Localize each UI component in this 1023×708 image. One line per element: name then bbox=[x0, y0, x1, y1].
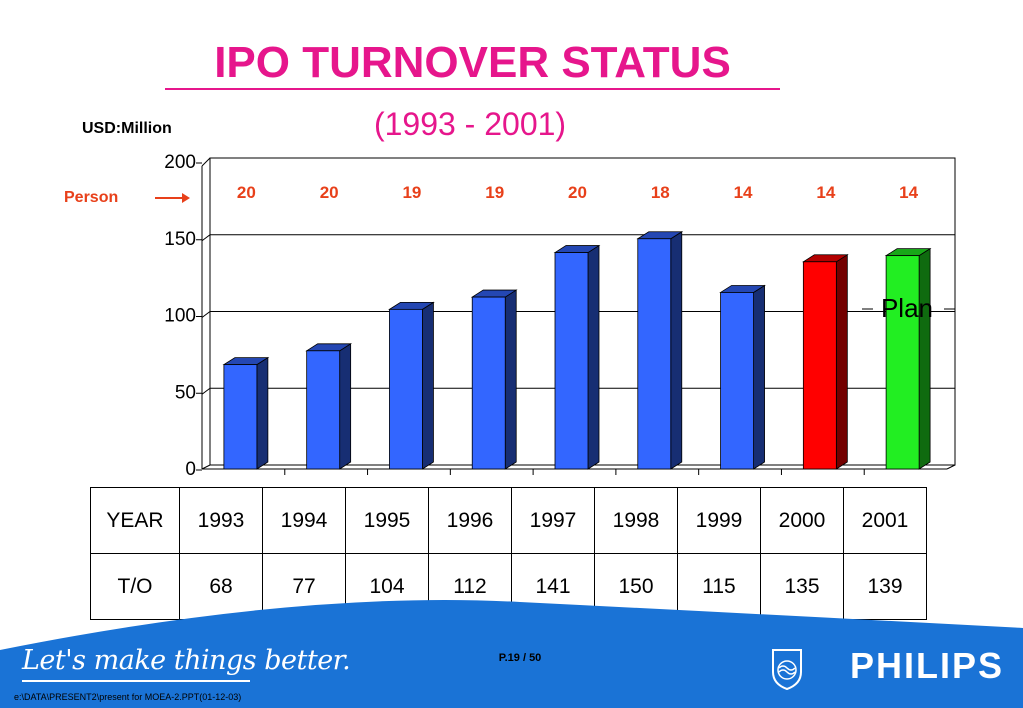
y-tick-label: 150 bbox=[164, 229, 196, 250]
to-header: T/O bbox=[90, 553, 180, 620]
to-cell: 139 bbox=[843, 553, 927, 620]
bar bbox=[389, 308, 423, 470]
y-tick-label: 200 bbox=[164, 152, 196, 173]
gridline-depth bbox=[201, 387, 211, 395]
bar-side bbox=[504, 289, 517, 470]
person-label: Person bbox=[64, 189, 119, 206]
year-cell: 1999 bbox=[677, 487, 761, 554]
person-count-label: 20 bbox=[320, 183, 339, 202]
depth-edge bbox=[201, 464, 211, 470]
y-tick-label: 100 bbox=[164, 306, 196, 327]
footer-band bbox=[0, 600, 1023, 708]
year-cell: 2000 bbox=[760, 487, 844, 554]
person-count-label: 14 bbox=[734, 183, 753, 202]
person-count-label: 14 bbox=[899, 183, 918, 202]
bar-side bbox=[587, 244, 600, 470]
year-cell: 1997 bbox=[511, 487, 595, 554]
year-cell: 1994 bbox=[262, 487, 346, 554]
year-cell: 1998 bbox=[594, 487, 678, 554]
person-count-label: 19 bbox=[485, 183, 504, 202]
person-count-label: 19 bbox=[402, 183, 421, 202]
unit-label: USD:Million bbox=[82, 120, 172, 137]
brand-wordmark: PHILIPS bbox=[850, 645, 1005, 686]
plan-annotation: Plan bbox=[881, 293, 933, 323]
bar bbox=[223, 364, 258, 470]
philips-shield-icon bbox=[772, 649, 802, 690]
table-row-year: YEAR 1993 1994 1995 1996 1997 1998 1999 … bbox=[90, 487, 927, 554]
slogan: Let's make things better. bbox=[22, 645, 351, 676]
gridline-depth bbox=[201, 311, 211, 318]
person-count-label: 20 bbox=[237, 183, 256, 202]
person-count-label: 18 bbox=[651, 183, 670, 202]
bar-side bbox=[835, 254, 848, 470]
bar-side bbox=[753, 284, 765, 470]
bar bbox=[637, 238, 672, 470]
bar-side bbox=[422, 301, 434, 470]
gridline-depth bbox=[201, 234, 211, 242]
slogan-underline bbox=[22, 680, 250, 682]
year-cell: 1995 bbox=[345, 487, 429, 554]
table-row-to: T/O 68 77 104 112 141 150 115 135 139 bbox=[90, 553, 927, 620]
to-cell: 135 bbox=[760, 553, 844, 620]
chart-subtitle: (1993 - 2001) bbox=[373, 106, 567, 142]
bar bbox=[720, 292, 754, 470]
arrow-right-icon bbox=[155, 193, 190, 203]
depth-edge bbox=[946, 464, 956, 470]
person-count-label: 20 bbox=[568, 183, 587, 202]
person-count-label: 14 bbox=[816, 183, 835, 202]
bar-side bbox=[918, 247, 931, 470]
to-cell: 115 bbox=[677, 553, 761, 620]
year-cell: 1993 bbox=[179, 487, 263, 554]
bar-chart: 0 50 100 150 200 20 20 19 19 20 18 14 14 14 Plan bbox=[164, 152, 956, 480]
year-cell: 2001 bbox=[843, 487, 927, 554]
depth-edge bbox=[201, 157, 211, 167]
bar-side bbox=[339, 343, 352, 470]
y-tick-label: 50 bbox=[175, 382, 196, 403]
page-number: P.19 / 50 bbox=[498, 652, 542, 664]
bar bbox=[471, 296, 506, 470]
bar bbox=[802, 261, 837, 470]
chart-title: IPO TURNOVER STATUS bbox=[165, 38, 780, 90]
year-header: YEAR bbox=[90, 487, 180, 554]
bar bbox=[885, 255, 920, 470]
y-tick-label: 0 bbox=[185, 459, 196, 480]
bar bbox=[306, 350, 341, 470]
bar-side bbox=[256, 356, 269, 470]
year-cell: 1996 bbox=[428, 487, 512, 554]
bar bbox=[554, 252, 589, 470]
bar-side bbox=[670, 231, 683, 470]
turnover-table: YEAR 1993 1994 1995 1996 1997 1998 1999 … bbox=[90, 487, 927, 620]
file-path: e:\DATA\PRESENT2\present for MOEA-2.PPT(… bbox=[14, 692, 242, 702]
